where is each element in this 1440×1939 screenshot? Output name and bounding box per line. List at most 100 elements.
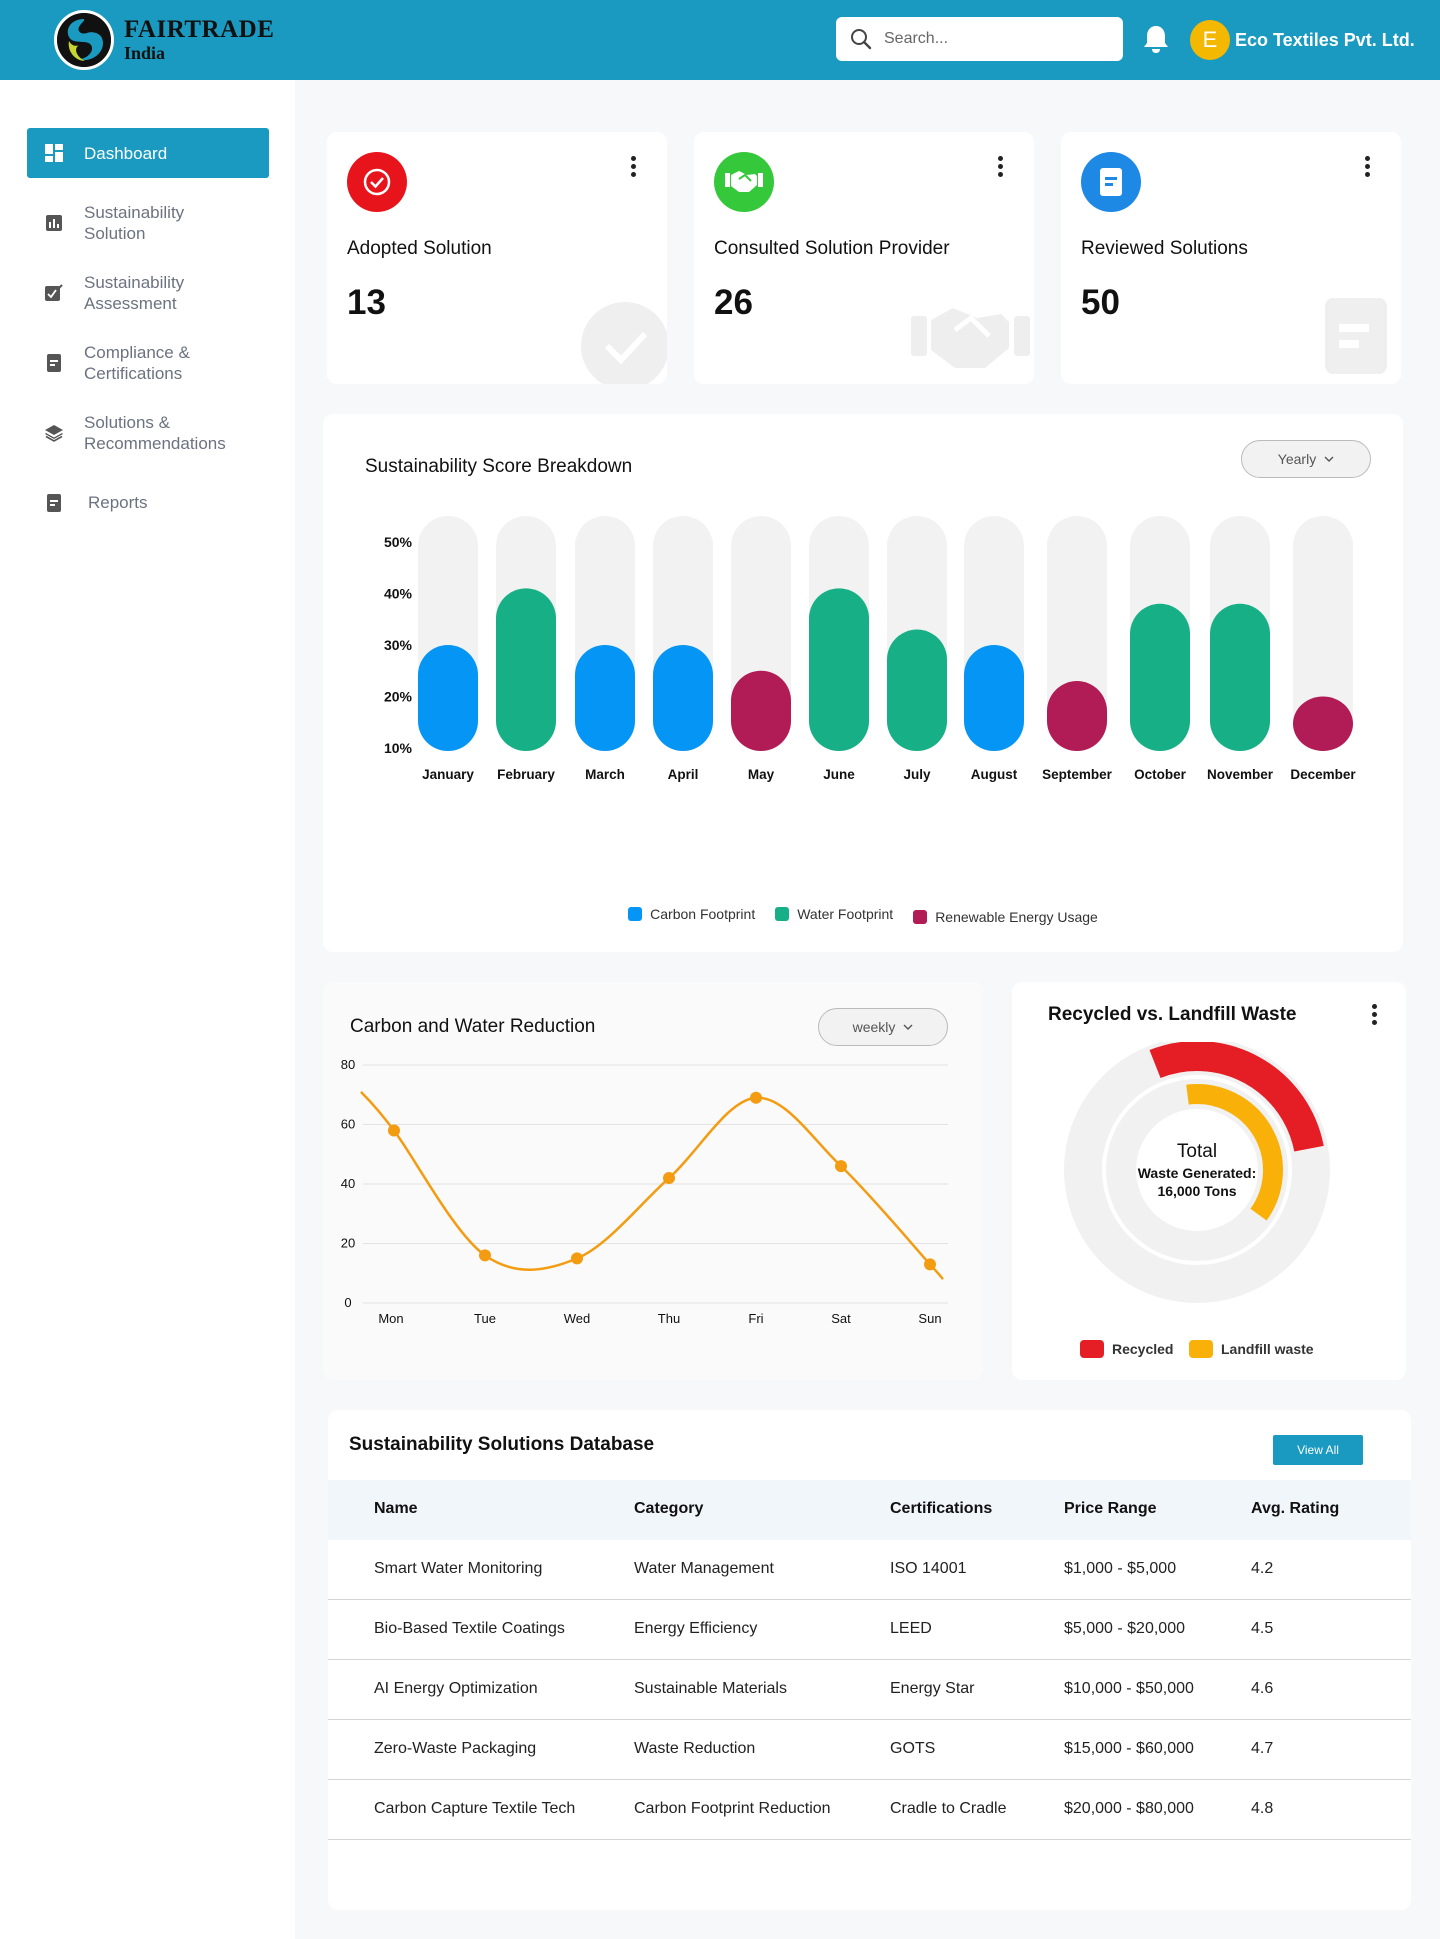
fairtrade-mark-icon: [54, 10, 114, 70]
user-menu[interactable]: E Eco Textiles Pvt. Ltd.: [1190, 20, 1415, 60]
table-cell: Zero-Waste Packaging: [374, 1740, 537, 1757]
panel-title: Sustainability Solutions Database: [349, 1434, 655, 1455]
y-tick-label: 80: [341, 1060, 355, 1072]
x-tick-label: May: [748, 767, 775, 782]
legend-swatch: [1080, 1340, 1104, 1358]
col-header-name[interactable]: Name: [374, 1500, 418, 1517]
edit-checklist-icon: [44, 283, 64, 303]
legend-swatch: [913, 910, 928, 924]
x-tick-label: Sun: [918, 1311, 941, 1326]
legend-label: Carbon Footprint: [650, 906, 756, 922]
panel-title: Sustainability Score Breakdown: [365, 456, 633, 477]
table-cell: Bio-Based Textile Coatings: [374, 1620, 565, 1637]
line-point: [571, 1252, 583, 1265]
table-cell: GOTS: [890, 1740, 936, 1757]
bell-icon[interactable]: [1141, 23, 1171, 55]
dashboard-icon: [44, 143, 64, 163]
reduction-line-chart: 80 60 40 20 0 Mon Tue Wed Thu Fri Sat Sun: [341, 1060, 948, 1326]
line-point: [924, 1258, 936, 1271]
table-row[interactable]: Smart Water Monitoring Water Management IS…: [328, 1540, 1411, 1600]
col-header-certifications[interactable]: Certifications: [890, 1500, 993, 1517]
y-tick-label: 20: [341, 1236, 355, 1251]
col-header-category[interactable]: Category: [634, 1500, 704, 1517]
more-options-icon[interactable]: [1372, 1004, 1378, 1026]
period-dropdown[interactable]: Yearly: [1241, 440, 1371, 478]
line-point: [663, 1172, 675, 1185]
view-all-button[interactable]: View All: [1273, 1435, 1363, 1465]
kpi-card-reviewed: Reviewed Solutions 50: [1061, 132, 1401, 384]
kpi-title: Reviewed Solutions: [1081, 238, 1248, 259]
document-icon: [44, 353, 64, 373]
bar: [418, 645, 478, 751]
line-series: [360, 1090, 944, 1281]
sidebar-item-compliance[interactable]: Compliance & Certifications: [27, 342, 269, 384]
avatar: E: [1190, 20, 1230, 60]
table-cell: $20,000 - $80,000: [1064, 1800, 1194, 1817]
waste-donut-chart: [1064, 1042, 1330, 1303]
fairtrade-logo[interactable]: FAIRTRADE India: [54, 10, 274, 70]
sidebar-item-sustainability-assessment[interactable]: Sustainability Assessment: [27, 272, 269, 314]
sidebar-item-label: Compliance & Certifications: [84, 343, 190, 383]
search-icon: [851, 29, 872, 50]
document-watermark-icon: [1325, 298, 1387, 374]
col-header-rating[interactable]: Avg. Rating: [1251, 1500, 1340, 1517]
table-cell: 4.6: [1251, 1680, 1274, 1697]
x-tick-label: Mon: [378, 1311, 403, 1326]
kpi-title: Consulted Solution Provider: [714, 238, 950, 259]
score-bar-chart: 50% 40% 30% 20% 10% January February March April…: [384, 516, 1356, 782]
table-row[interactable]: Zero-Waste Packaging Waste Reduction GOTS $…: [328, 1720, 1411, 1780]
brand-name: FAIRTRADE: [124, 16, 275, 43]
panel-title: Recycled vs. Landfill Waste: [1048, 1004, 1297, 1025]
chevron-down-icon: [1324, 456, 1334, 462]
x-tick-label: Tue: [474, 1311, 496, 1326]
legend-swatch: [628, 907, 643, 921]
x-tick-label: Sat: [831, 1311, 851, 1326]
bar: [1293, 696, 1353, 751]
x-tick-label: February: [497, 767, 555, 782]
more-options-icon[interactable]: [998, 156, 1004, 178]
more-options-icon[interactable]: [631, 156, 637, 178]
table-cell: AI Energy Optimization: [374, 1680, 538, 1697]
x-tick-label: Thu: [658, 1311, 680, 1326]
chevron-down-icon: [903, 1024, 913, 1030]
sidebar-item-reports[interactable]: Reports: [27, 492, 269, 513]
bar: [1210, 603, 1270, 751]
table-cell: Energy Star: [890, 1680, 975, 1697]
x-tick-label: Wed: [564, 1311, 591, 1326]
table-cell: 4.8: [1251, 1800, 1274, 1817]
donut-slice-recycled: [1149, 1042, 1324, 1152]
kpi-title: Adopted Solution: [347, 238, 492, 259]
col-header-price[interactable]: Price Range: [1064, 1500, 1157, 1517]
period-value: Yearly: [1277, 451, 1317, 467]
bar-track: [1293, 516, 1353, 751]
legend-water: Water Footprint: [775, 906, 893, 922]
table-cell: 4.5: [1251, 1620, 1274, 1637]
search-input[interactable]: [884, 30, 1104, 48]
company-name: Eco Textiles Pvt. Ltd.: [1235, 29, 1415, 50]
y-tick-label: 10%: [384, 740, 413, 756]
legend-label: Landfill waste: [1221, 1341, 1314, 1357]
x-tick-label: September: [1042, 767, 1113, 782]
table-cell: Cradle to Cradle: [890, 1800, 1007, 1817]
x-tick-label: October: [1134, 767, 1187, 782]
period-value: weekly: [852, 1019, 896, 1035]
bar-chart-icon: [44, 213, 64, 233]
table-row[interactable]: Bio-Based Textile Coatings Energy Efficie…: [328, 1600, 1411, 1660]
report-icon: [44, 493, 64, 513]
score-legend: Carbon Footprint Water Footprint Renewab…: [323, 906, 1403, 925]
sidebar-item-solutions[interactable]: Solutions & Recommendations: [27, 412, 269, 454]
period-dropdown[interactable]: weekly: [818, 1008, 948, 1046]
table-header: Name Category Certifications Price Range…: [328, 1480, 1411, 1540]
line-point: [750, 1091, 762, 1104]
table-row[interactable]: Carbon Capture Textile Tech Carbon Footpr…: [328, 1780, 1411, 1840]
sidebar-item-dashboard[interactable]: Dashboard: [27, 128, 269, 178]
panel-title: Carbon and Water Reduction: [350, 1016, 596, 1037]
table-cell: 4.7: [1251, 1740, 1274, 1757]
y-tick-label: 20%: [384, 689, 413, 705]
search-box[interactable]: [836, 17, 1123, 61]
table-cell: Smart Water Monitoring: [374, 1560, 543, 1577]
more-options-icon[interactable]: [1365, 156, 1371, 178]
score-breakdown-panel: Sustainability Score Breakdown Yearly 50…: [323, 414, 1403, 952]
sidebar-item-sustainability-solution[interactable]: Sustainability Solution: [27, 202, 269, 244]
table-row[interactable]: AI Energy Optimization Sustainable Materi…: [328, 1660, 1411, 1720]
